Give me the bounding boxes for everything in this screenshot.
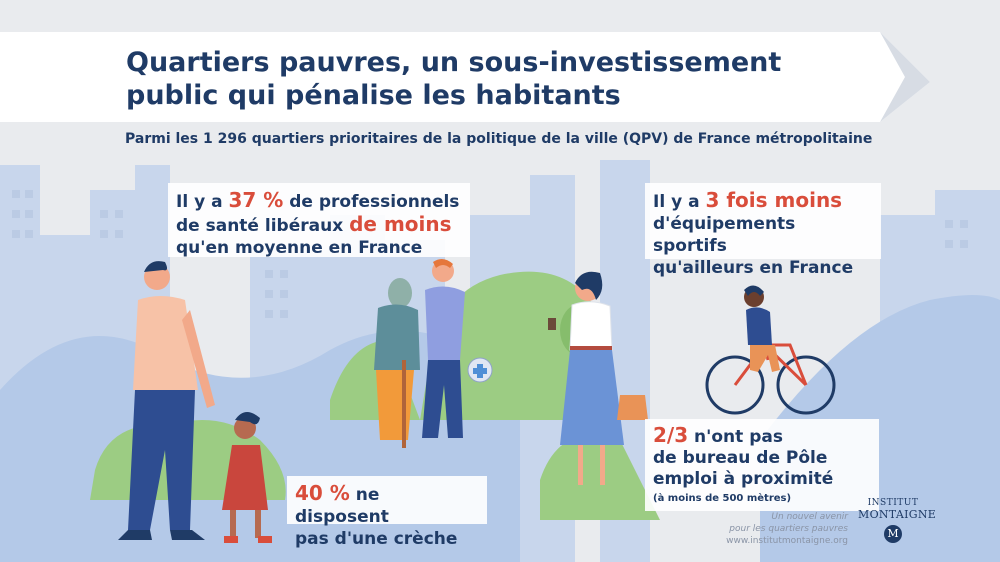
sport-highlight: 3 fois moins	[705, 188, 843, 212]
bush-center	[420, 271, 613, 420]
health-highlight-less: de moins	[349, 212, 452, 236]
sport-pre: Il y a	[653, 192, 706, 212]
page-title: Quartiers pauvres, un sous-investissemen…	[126, 46, 866, 112]
windows	[12, 190, 968, 318]
stat-card-creche: 40 % ne disposent pas d'une crèche	[287, 476, 487, 549]
child-figure	[222, 411, 272, 543]
banner-fold	[880, 32, 930, 122]
title-line-1: Quartiers pauvres, un sous-investissemen…	[126, 47, 782, 78]
creche-highlight: 40 %	[295, 481, 350, 505]
creche-line1-text: ne disposent	[295, 485, 389, 527]
subtitle: Parmi les 1 296 quartiers prioritaires d…	[125, 131, 873, 147]
credit-line-2: pour les quartiers pauvres	[729, 524, 848, 534]
cyclist-figure	[705, 285, 836, 415]
title-banner	[0, 32, 930, 122]
woman-figure	[548, 271, 648, 485]
logo-line-2: MONTAIGNE	[858, 508, 937, 521]
employment-line-1: 2/3 n'ont pas	[653, 425, 871, 448]
credit-line-1: Un nouvel avenir	[771, 512, 848, 522]
title-line-2: public qui pénalise les habitants	[126, 80, 621, 111]
elderly-woman-figure	[374, 278, 420, 448]
credit-text: Un nouvel avenir pour les quartiers pauv…	[718, 511, 848, 547]
sport-line-1: Il y a 3 fois moins	[653, 189, 873, 213]
stat-card-employment: 2/3 n'ont pas de bureau de Pôle emploi à…	[645, 419, 879, 511]
institut-montaigne-logo: INSTITUT MONTAIGNE M	[858, 498, 937, 543]
employment-highlight: 2/3	[653, 423, 689, 447]
stat-card-health: Il y a 37 % de professionnels de santé l…	[168, 183, 470, 258]
health-mid2: de santé libéraux	[176, 216, 350, 236]
sport-line-3: qu'ailleurs en France	[653, 258, 854, 278]
employment-line-2: de bureau de Pôle	[653, 448, 828, 468]
logo-line-1: INSTITUT	[867, 498, 919, 508]
health-highlight-percent: 37 %	[228, 188, 284, 212]
elderly-man-figure	[422, 258, 493, 438]
health-pre: Il y a	[176, 192, 229, 212]
health-mid1: de professionnels	[283, 192, 460, 212]
man-figure	[118, 261, 215, 540]
health-line-3: qu'en moyenne en France	[176, 238, 423, 258]
credit-url[interactable]: www.institutmontaigne.org	[726, 536, 848, 546]
health-line-2: de santé libéraux de moins	[176, 213, 462, 237]
logo-mark-icon: M	[884, 525, 902, 543]
sport-line-2: d'équipements sportifs	[653, 214, 796, 256]
stat-card-sport: Il y a 3 fois moins d'équipements sporti…	[645, 183, 881, 278]
creche-line-1: 40 % ne disposent	[295, 482, 479, 528]
employment-note: (à moins de 500 mètres)	[653, 493, 792, 504]
employment-line1-text: n'ont pas	[688, 427, 783, 447]
creche-line-2: pas d'une crèche	[295, 529, 458, 549]
employment-line-3: emploi à proximité	[653, 469, 834, 489]
health-line-1: Il y a 37 % de professionnels	[176, 189, 462, 213]
